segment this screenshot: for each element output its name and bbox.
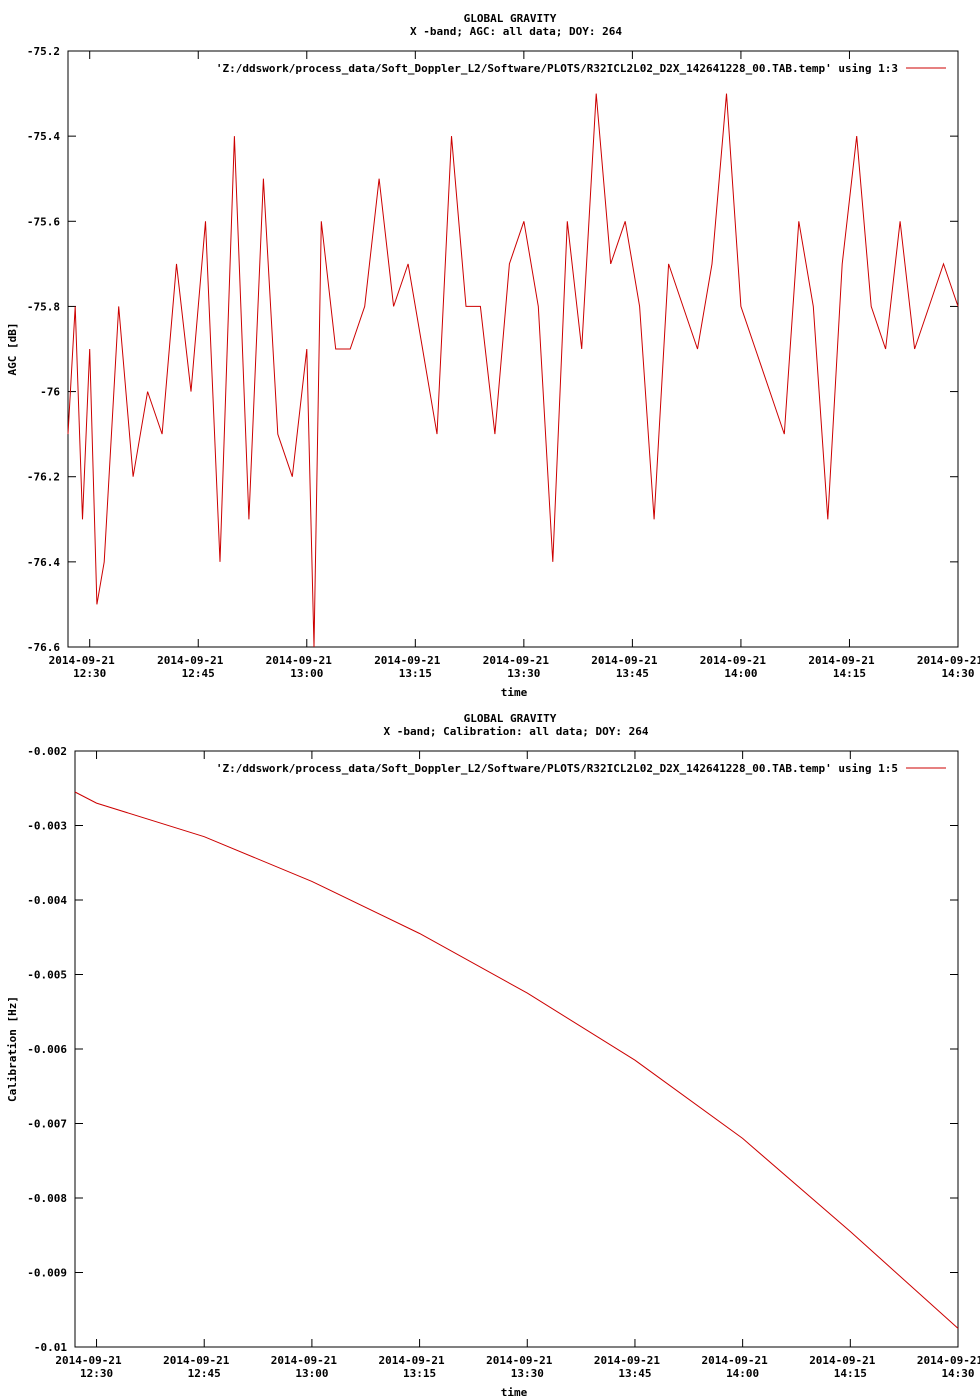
x-tick-date: 2014-09-21 xyxy=(378,1354,445,1367)
x-tick-date: 2014-09-21 xyxy=(591,654,658,667)
x-tick-time: 12:45 xyxy=(188,1367,221,1380)
x-tick-time: 13:30 xyxy=(511,1367,544,1380)
y-tick-label: -76.4 xyxy=(27,556,60,569)
x-tick-date: 2014-09-21 xyxy=(809,1354,876,1367)
y-tick-label: -0.002 xyxy=(27,745,67,758)
y-tick-label: -0.003 xyxy=(27,820,67,833)
x-tick-time: 14:00 xyxy=(726,1367,759,1380)
x-tick-date: 2014-09-21 xyxy=(917,654,980,667)
y-tick-label: -0.008 xyxy=(27,1192,67,1205)
legend-label: 'Z:/ddswork/process_data/Soft_Doppler_L2… xyxy=(216,762,898,775)
x-tick-time: 13:45 xyxy=(616,667,649,680)
y-tick-label: -0.005 xyxy=(27,969,67,982)
x-tick-time: 14:15 xyxy=(833,667,866,680)
x-tick-date: 2014-09-21 xyxy=(594,1354,661,1367)
y-tick-label: -0.004 xyxy=(27,894,67,907)
x-tick-time: 14:15 xyxy=(834,1367,867,1380)
x-tick-date: 2014-09-21 xyxy=(486,1354,553,1367)
y-tick-label: -75.8 xyxy=(27,300,60,313)
y-tick-label: -0.009 xyxy=(27,1267,67,1280)
y-tick-label: -76.2 xyxy=(27,471,60,484)
x-tick-date: 2014-09-21 xyxy=(55,1354,122,1367)
x-tick-time: 13:00 xyxy=(290,667,323,680)
y-tick-label: -0.007 xyxy=(27,1118,67,1131)
y-tick-label: -0.01 xyxy=(34,1341,67,1354)
x-tick-date: 2014-09-21 xyxy=(49,654,116,667)
x-tick-time: 13:45 xyxy=(618,1367,651,1380)
x-tick-time: 13:15 xyxy=(399,667,432,680)
x-tick-date: 2014-09-21 xyxy=(700,654,767,667)
legend-label: 'Z:/ddswork/process_data/Soft_Doppler_L2… xyxy=(216,62,898,75)
y-tick-label: -75.2 xyxy=(27,45,60,58)
x-axis-label: time xyxy=(501,686,528,699)
x-tick-date: 2014-09-21 xyxy=(157,654,224,667)
x-tick-date: 2014-09-21 xyxy=(702,1354,769,1367)
y-tick-label: -76.6 xyxy=(27,641,60,654)
plot-frame xyxy=(74,750,959,1348)
x-tick-date: 2014-09-21 xyxy=(483,654,550,667)
y-axis-label: Calibration [Hz] xyxy=(6,996,19,1102)
x-tick-time: 12:45 xyxy=(182,667,215,680)
x-tick-time: 13:30 xyxy=(507,667,540,680)
x-tick-time: 12:30 xyxy=(80,1367,113,1380)
x-tick-time: 14:00 xyxy=(724,667,757,680)
y-tick-label: -76 xyxy=(40,386,60,399)
x-axis-label: time xyxy=(501,1386,528,1399)
x-tick-time: 13:00 xyxy=(295,1367,328,1380)
x-tick-date: 2014-09-21 xyxy=(917,1354,980,1367)
y-tick-label: -75.4 xyxy=(27,130,60,143)
y-tick-label: -0.006 xyxy=(27,1043,67,1056)
x-tick-date: 2014-09-21 xyxy=(266,654,333,667)
chart-title: GLOBAL GRAVITY xyxy=(464,12,557,25)
chart-subtitle: X -band; AGC: all data; DOY: 264 xyxy=(410,25,622,38)
x-tick-time: 13:15 xyxy=(403,1367,436,1380)
x-tick-date: 2014-09-21 xyxy=(271,1354,338,1367)
x-tick-time: 14:30 xyxy=(941,667,974,680)
x-tick-date: 2014-09-21 xyxy=(374,654,441,667)
y-tick-label: -75.6 xyxy=(27,215,60,228)
x-tick-date: 2014-09-21 xyxy=(808,654,875,667)
plot-frame xyxy=(67,50,959,648)
data-series-line xyxy=(74,791,959,1329)
data-series-line xyxy=(67,93,959,648)
x-tick-time: 14:30 xyxy=(941,1367,974,1380)
x-tick-time: 12:30 xyxy=(73,667,106,680)
chart-subtitle: X -band; Calibration: all data; DOY: 264 xyxy=(384,725,649,738)
chart-title: GLOBAL GRAVITY xyxy=(464,712,557,725)
y-axis-label: AGC [dB] xyxy=(6,323,19,376)
x-tick-date: 2014-09-21 xyxy=(163,1354,230,1367)
